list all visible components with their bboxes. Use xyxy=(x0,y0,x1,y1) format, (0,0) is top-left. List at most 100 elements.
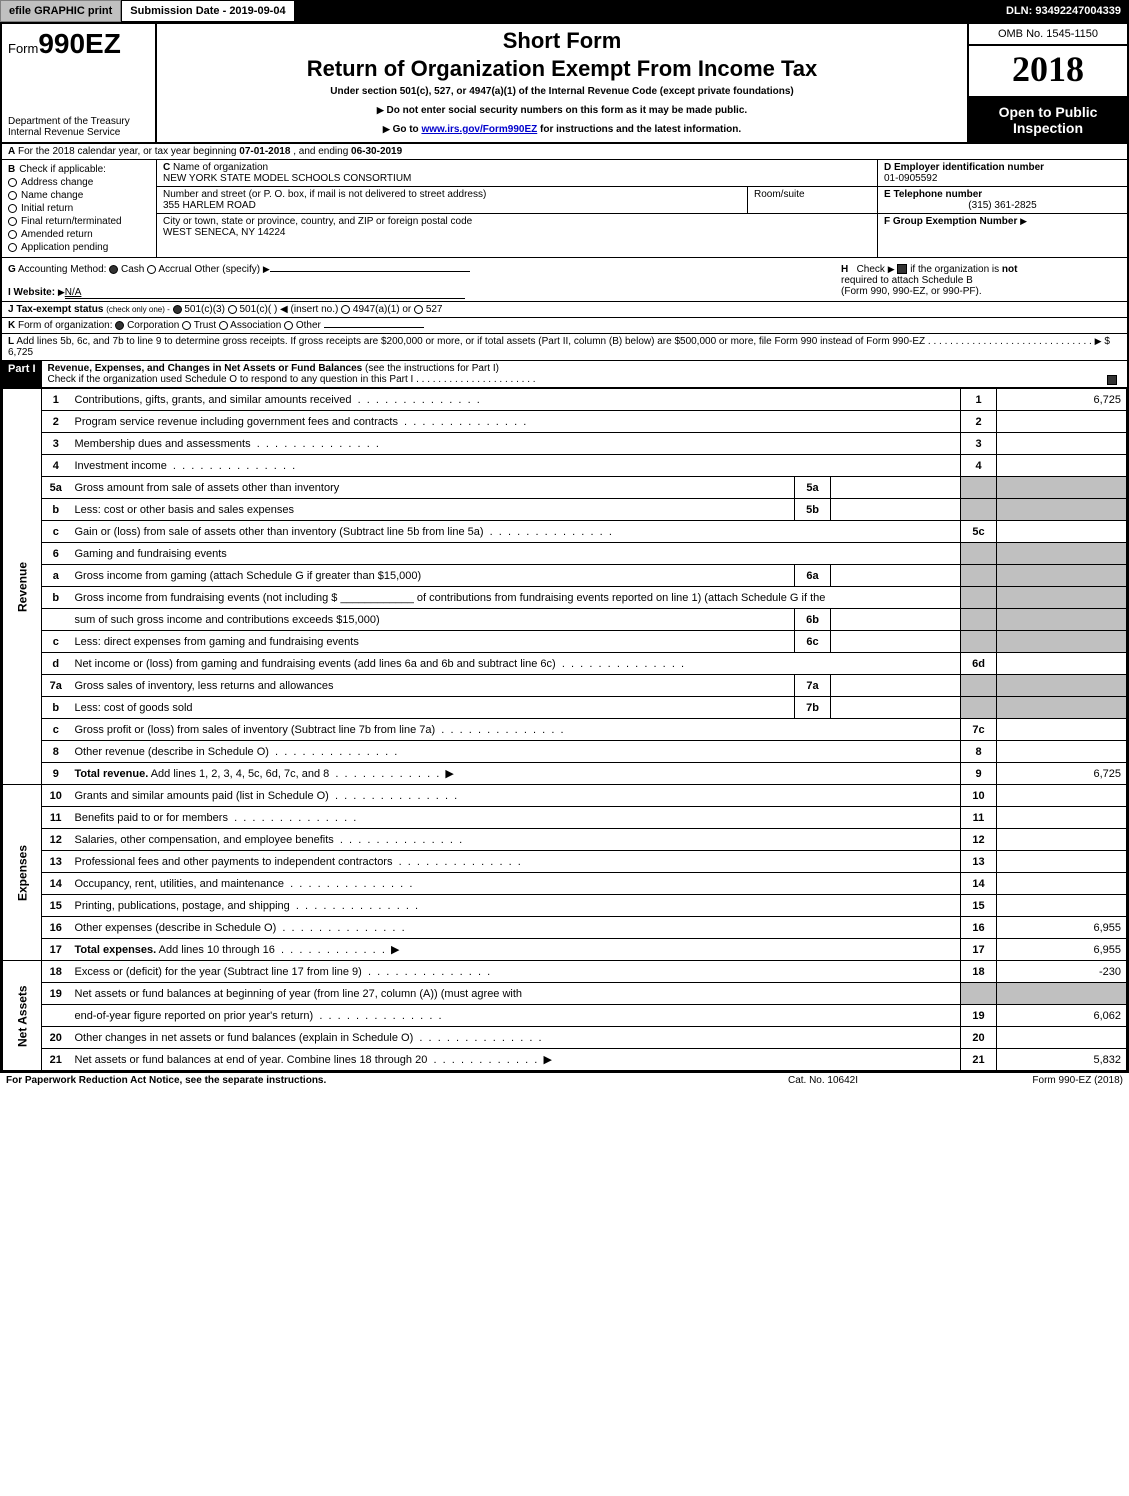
l-label: L xyxy=(8,336,14,347)
initial-return-checkbox[interactable] xyxy=(8,204,17,213)
name-change-checkbox[interactable] xyxy=(8,191,17,200)
right-line-number: 14 xyxy=(961,873,997,895)
right-line-value: 6,955 xyxy=(997,939,1127,961)
k-corp-radio[interactable] xyxy=(115,321,124,330)
j-note: (check only one) - xyxy=(106,305,170,314)
line-number xyxy=(42,609,70,631)
sub-line-number: 7b xyxy=(795,697,831,719)
irs-link[interactable]: www.irs.gov/Form990EZ xyxy=(421,124,537,135)
right-line-value xyxy=(997,785,1127,807)
efile-print-button[interactable]: efile GRAPHIC print xyxy=(0,0,121,22)
line-description: Contributions, gifts, grants, and simila… xyxy=(70,389,961,411)
line-number: b xyxy=(42,587,70,609)
app-pending-checkbox[interactable] xyxy=(8,243,17,252)
right-line-value xyxy=(997,653,1127,675)
k-other-radio[interactable] xyxy=(284,321,293,330)
other-specify-field[interactable] xyxy=(270,271,470,272)
k-other-field[interactable] xyxy=(324,327,424,328)
line-a: A For the 2018 calendar year, or tax yea… xyxy=(2,144,1127,160)
warn2-suffix: for instructions and the latest informat… xyxy=(537,124,741,135)
table-row: bLess: cost or other basis and sales exp… xyxy=(3,499,1127,521)
room-suite: Room/suite xyxy=(747,187,877,213)
right-num-shaded xyxy=(961,543,997,565)
right-val-shaded xyxy=(997,587,1127,609)
sub-line-value xyxy=(831,697,961,719)
app-pending-label: Application pending xyxy=(21,242,108,253)
arrow-icon xyxy=(888,264,895,275)
right-line-number: 16 xyxy=(961,917,997,939)
address-change-checkbox[interactable] xyxy=(8,178,17,187)
city-value: WEST SENECA, NY 14224 xyxy=(163,227,285,238)
warn2: Go to www.irs.gov/Form990EZ for instruct… xyxy=(163,124,961,135)
right-line-number: 19 xyxy=(961,1005,997,1027)
omb-number: OMB No. 1545-1150 xyxy=(969,24,1127,46)
j-501c3-radio[interactable] xyxy=(173,305,182,314)
arrow-icon xyxy=(1020,216,1027,227)
line-description: Less: cost of goods sold xyxy=(70,697,795,719)
line-description: Total expenses. Add lines 10 through 16 … xyxy=(70,939,961,961)
phone-value: (315) 361-2825 xyxy=(884,200,1121,211)
line-description: Benefits paid to or for members . . . . … xyxy=(70,807,961,829)
cash-radio[interactable] xyxy=(109,265,118,274)
open-public-text: Open to Public xyxy=(971,104,1125,120)
warn1-text: Do not enter social security numbers on … xyxy=(387,105,748,116)
k-other: Other xyxy=(296,320,321,331)
table-row: 14Occupancy, rent, utilities, and mainte… xyxy=(3,873,1127,895)
h-checkbox[interactable] xyxy=(897,264,907,274)
j-4947-radio[interactable] xyxy=(341,305,350,314)
part1-label: Part I xyxy=(2,361,42,387)
line-number: 16 xyxy=(42,917,70,939)
line-description: Program service revenue including govern… xyxy=(70,411,961,433)
e-label: E Telephone number xyxy=(884,189,982,200)
line-number: b xyxy=(42,697,70,719)
form-number-big: 990EZ xyxy=(38,28,121,60)
j-opt2: 501(c)( ) xyxy=(239,304,277,315)
j-label: J Tax-exempt status xyxy=(8,304,103,315)
k-trust-radio[interactable] xyxy=(182,321,191,330)
right-line-value: 6,062 xyxy=(997,1005,1127,1027)
right-line-number: 4 xyxy=(961,455,997,477)
tax-year-begin: 07-01-2018 xyxy=(239,146,290,157)
line-description: Total revenue. Add lines 1, 2, 3, 4, 5c,… xyxy=(70,763,961,785)
sub-line-value xyxy=(831,477,961,499)
final-return-checkbox[interactable] xyxy=(8,217,17,226)
line-number: d xyxy=(42,653,70,675)
line-description: Gross income from fundraising events (no… xyxy=(70,587,961,609)
j-501c-radio[interactable] xyxy=(228,305,237,314)
right-line-value xyxy=(997,521,1127,543)
footer-row: For Paperwork Reduction Act Notice, see … xyxy=(0,1073,1129,1088)
right-line-value xyxy=(997,895,1127,917)
sub-line-number: 6a xyxy=(795,565,831,587)
line-number: 19 xyxy=(42,983,70,1005)
warn1: Do not enter social security numbers on … xyxy=(163,105,961,116)
right-num-shaded xyxy=(961,983,997,1005)
part1-title-block: Revenue, Expenses, and Changes in Net As… xyxy=(42,361,1097,387)
part1-table: Revenue1Contributions, gifts, grants, an… xyxy=(2,388,1127,1071)
sub-line-number: 6b xyxy=(795,609,831,631)
col-b: B Check if applicable: Address change Na… xyxy=(2,160,157,257)
right-val-shaded xyxy=(997,675,1127,697)
table-row: aGross income from gaming (attach Schedu… xyxy=(3,565,1127,587)
h-text1: Check xyxy=(857,264,885,275)
arrow-icon xyxy=(58,287,65,298)
header-right: OMB No. 1545-1150 2018 Open to Public In… xyxy=(967,24,1127,142)
col-d-e-f: D Employer identification number 01-0905… xyxy=(877,160,1127,257)
h-col: H Check if the organization is not requi… xyxy=(841,264,1121,299)
line-description: Net assets or fund balances at end of ye… xyxy=(70,1049,961,1071)
f-label: F Group Exemption Number xyxy=(884,216,1017,227)
table-row: bGross income from fundraising events (n… xyxy=(3,587,1127,609)
section-label: Expenses xyxy=(3,785,42,961)
right-line-number: 17 xyxy=(961,939,997,961)
j-527-radio[interactable] xyxy=(414,305,423,314)
part1-schedule-o-checkbox[interactable] xyxy=(1107,375,1117,385)
k-assoc-radio[interactable] xyxy=(219,321,228,330)
amended-return-checkbox[interactable] xyxy=(8,230,17,239)
right-line-value: 6,725 xyxy=(997,763,1127,785)
right-line-value xyxy=(997,741,1127,763)
form-990ez: Form 990EZ Department of the Treasury In… xyxy=(0,22,1129,1073)
line-number: 4 xyxy=(42,455,70,477)
form-rev: Form 990-EZ (2018) xyxy=(923,1075,1123,1086)
arrow-icon xyxy=(263,264,270,275)
accrual-radio[interactable] xyxy=(147,265,156,274)
right-line-number: 2 xyxy=(961,411,997,433)
